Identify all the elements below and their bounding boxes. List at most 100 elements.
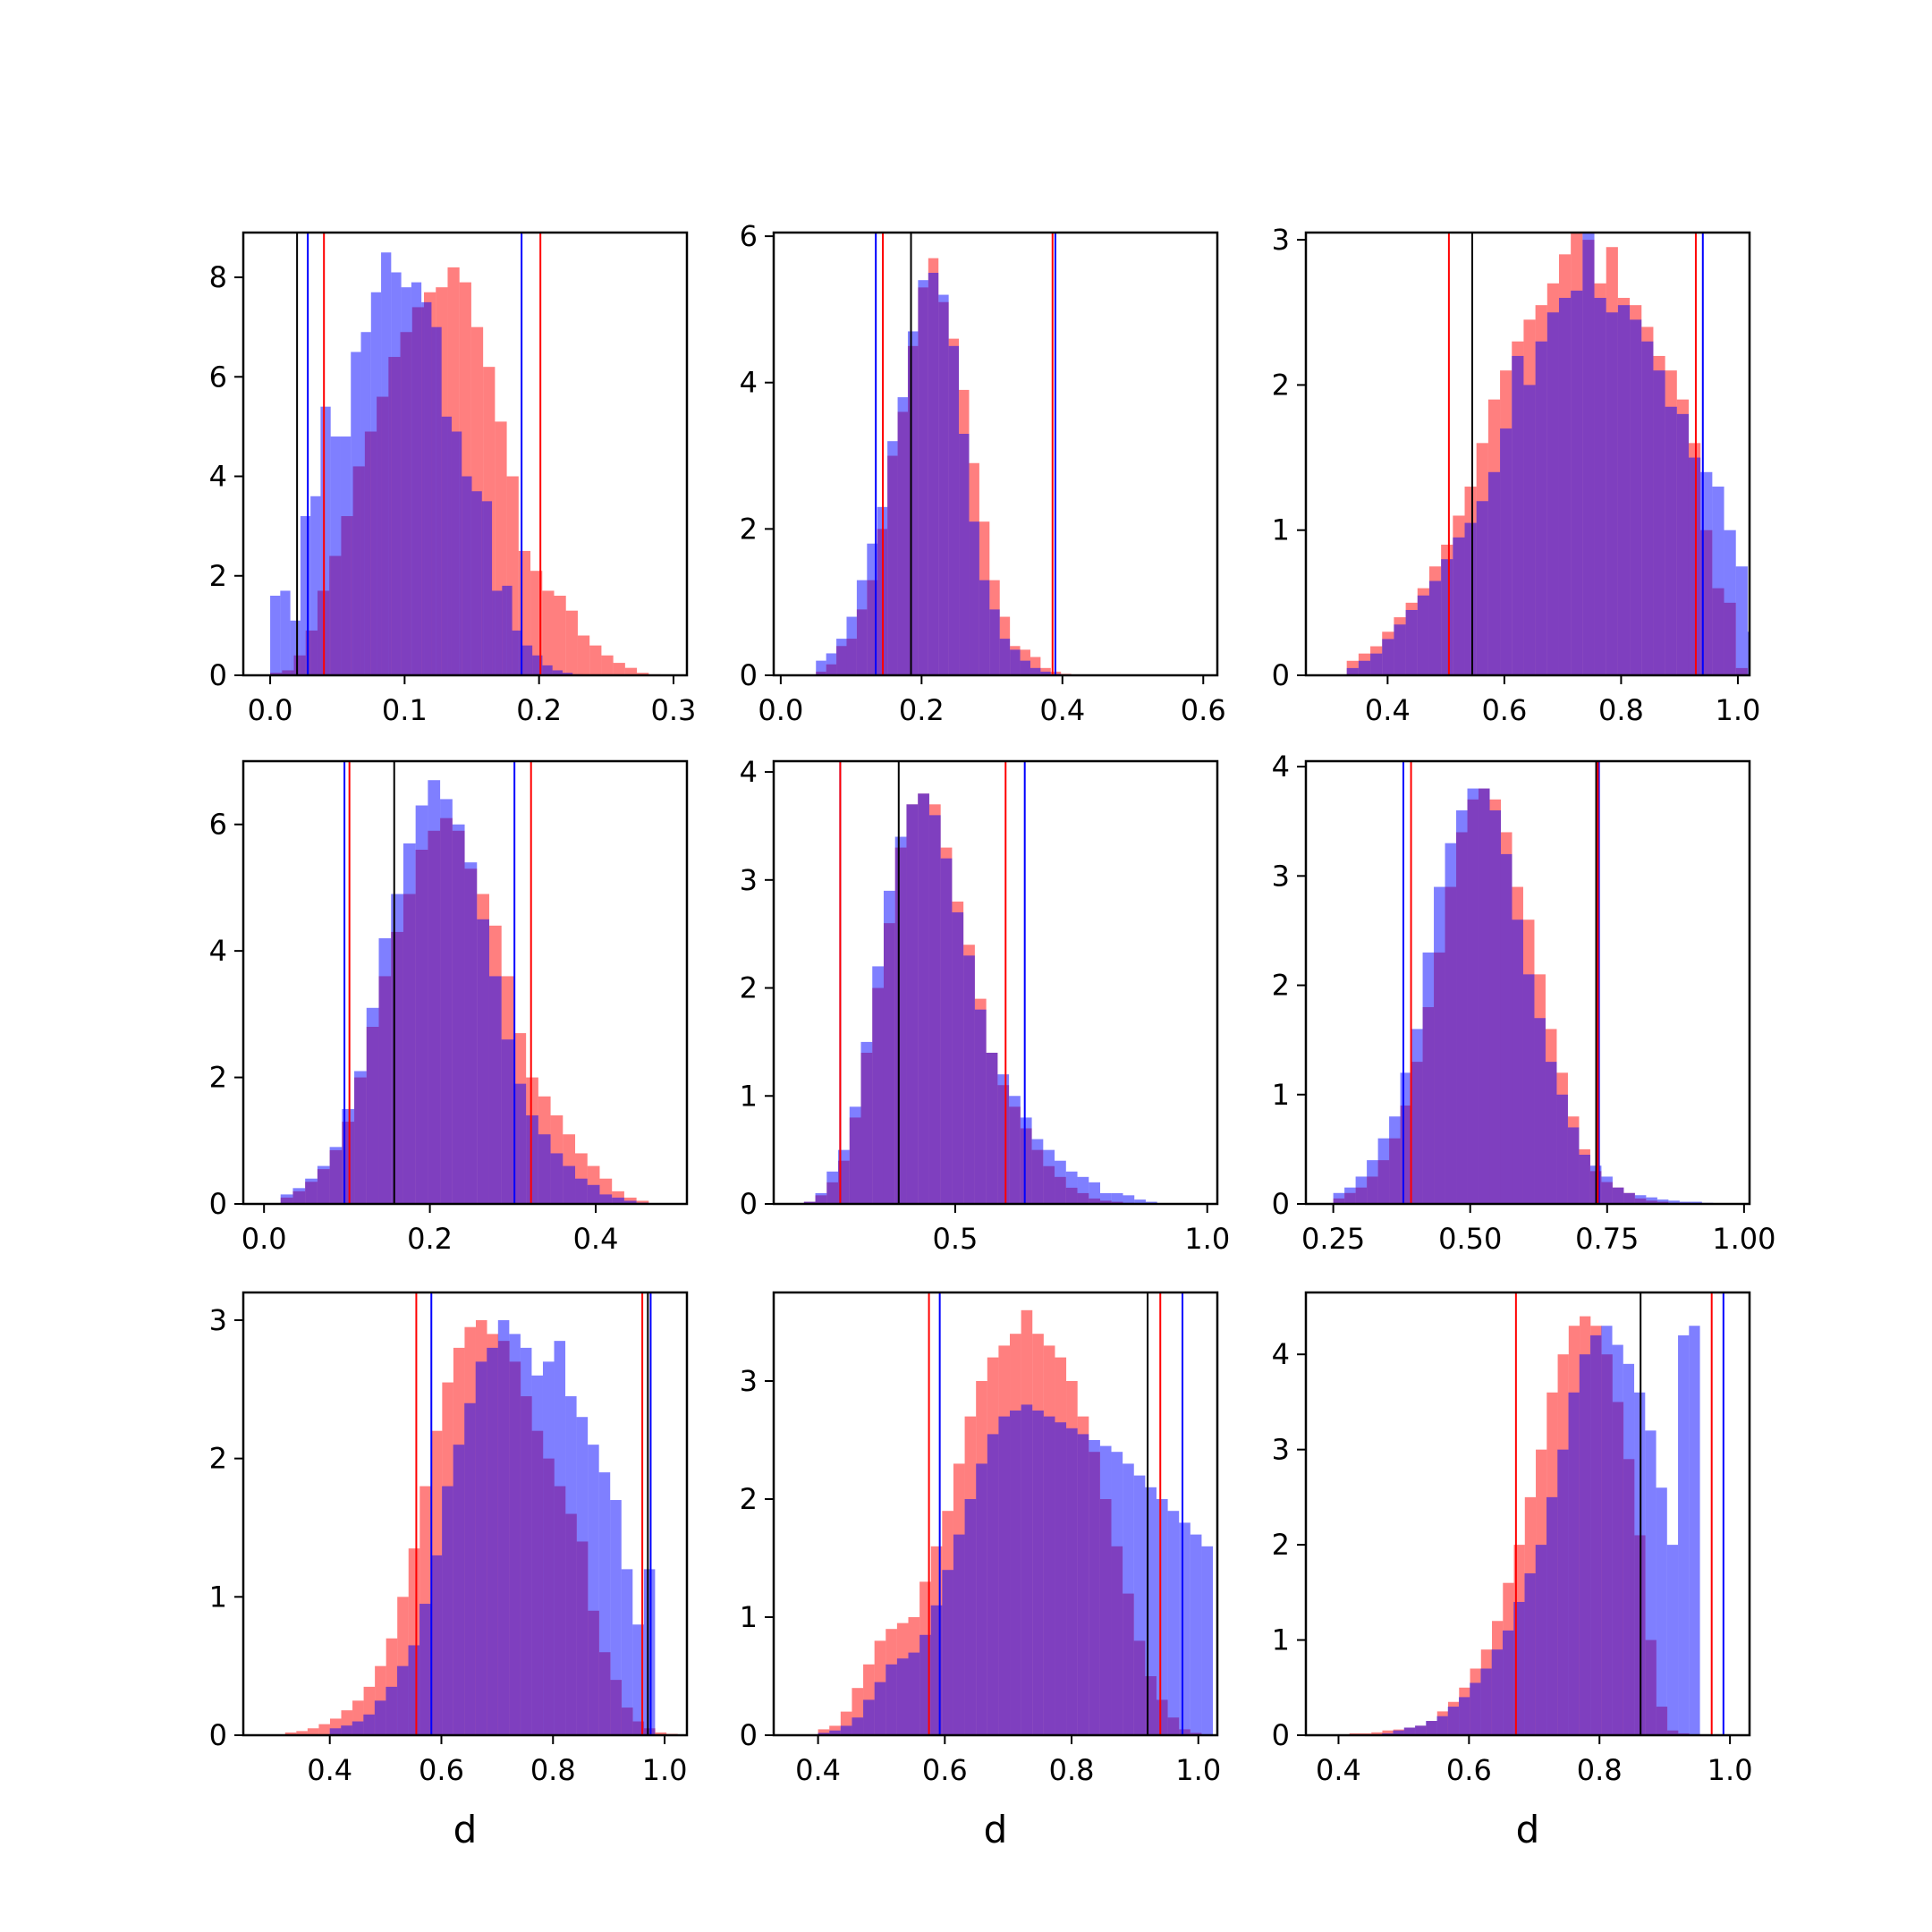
- blue-histogram-bar: [1077, 1434, 1089, 1735]
- y-tick-label: 0: [740, 1187, 758, 1221]
- blue-histogram-bar: [632, 1624, 644, 1735]
- blue-histogram-bar: [938, 294, 949, 675]
- blue-histogram-bar: [562, 673, 573, 675]
- y-tick-label: 0: [209, 1187, 227, 1221]
- x-tick-label: 0.0: [758, 693, 803, 727]
- blue-histogram-bar: [1546, 1496, 1558, 1735]
- blue-histogram-bar: [1657, 1199, 1669, 1204]
- blue-histogram-bar: [1111, 1192, 1123, 1204]
- blue-histogram-bar: [897, 397, 908, 675]
- y-tick-label: 3: [740, 863, 758, 897]
- blue-histogram-bar: [976, 1463, 987, 1735]
- blue-histogram-bar: [431, 326, 442, 675]
- blue-histogram-bar: [526, 1115, 538, 1204]
- x-tick-label: 0.6: [419, 1753, 464, 1787]
- axes-frame: [242, 1291, 689, 1737]
- x-tick-label: 0.2: [516, 693, 562, 727]
- blue-histogram-bar: [1502, 1630, 1514, 1735]
- blue-histogram-bar: [883, 890, 895, 1204]
- subplot-6: 0.25 0.50 0.75 1.00 0 1 2 3 4: [1272, 750, 1776, 1256]
- y-tick-label: 2: [1272, 368, 1290, 402]
- blue-histogram-bar: [979, 580, 990, 675]
- plot-area: [284, 1292, 678, 1735]
- blue-histogram-bar: [1612, 1187, 1624, 1204]
- y-tick-label: 1: [1272, 1078, 1290, 1112]
- blue-histogram-bar: [1467, 788, 1479, 1204]
- plot-area: [1338, 1292, 1724, 1735]
- plot-area: [1346, 233, 1750, 675]
- blue-histogram-bar: [1594, 298, 1606, 675]
- blue-histogram-bar: [906, 804, 919, 1204]
- blue-histogram-bar: [378, 938, 392, 1204]
- blue-histogram-bar: [501, 1039, 514, 1204]
- blue-histogram-bar: [1179, 1522, 1191, 1735]
- y-tick-label: 1: [740, 1600, 758, 1634]
- blue-histogram-bar: [1133, 1475, 1146, 1735]
- y-tick-label: 0: [1272, 1718, 1290, 1752]
- blue-histogram-bar: [411, 282, 422, 675]
- red-histogram-bar: [284, 1732, 297, 1735]
- x-tick-label: 0.75: [1575, 1222, 1639, 1256]
- y-tick-label: 1: [209, 1580, 227, 1614]
- blue-histogram-bar: [1500, 853, 1513, 1204]
- blue-histogram-bar: [998, 1416, 1011, 1735]
- blue-histogram-bar: [1333, 1192, 1345, 1204]
- blue-histogram-bar: [1545, 1062, 1557, 1204]
- blue-histogram-bar: [1405, 609, 1418, 675]
- y-tick-label: 2: [740, 512, 758, 546]
- blue-histogram-bar: [940, 858, 953, 1204]
- blue-histogram-bar: [1123, 1463, 1134, 1735]
- blue-histogram-bar: [1055, 1422, 1067, 1735]
- red-histogram-bar: [613, 663, 625, 675]
- blue-histogram-bar: [1434, 886, 1445, 1204]
- blue-histogram-bar: [1009, 1096, 1021, 1204]
- blue-histogram-bar: [565, 1396, 577, 1735]
- blue-histogram-bar: [1656, 1487, 1667, 1735]
- y-tick-label: 0: [1272, 658, 1290, 692]
- blue-histogram-bar: [329, 1147, 343, 1204]
- blue-histogram-bar: [1346, 667, 1359, 675]
- plot-area: [803, 761, 1157, 1204]
- red-histogram-bar: [1371, 1732, 1383, 1735]
- blue-histogram-bar: [512, 630, 522, 675]
- x-tick-label: 0.4: [1039, 693, 1085, 727]
- blue-histogram-bar: [1512, 919, 1523, 1204]
- blue-histogram-bar: [1534, 1018, 1546, 1204]
- blue-histogram-bar: [290, 620, 301, 675]
- red-histogram-bar: [577, 635, 590, 675]
- subplot-3: 0.4 0.6 0.8 1.0 0 1 2 3: [1272, 223, 1761, 727]
- blue-histogram-bar: [886, 1664, 897, 1735]
- blue-histogram-bar: [1066, 1428, 1078, 1735]
- blue-histogram-bar: [1479, 788, 1490, 1204]
- blue-histogram-bar: [401, 287, 411, 675]
- blue-histogram-bar: [1653, 370, 1665, 675]
- blue-histogram-bar: [1464, 522, 1477, 675]
- blue-histogram-bar: [1030, 667, 1041, 675]
- blue-histogram-bar: [1422, 952, 1435, 1204]
- blue-histogram-bar: [1393, 1730, 1404, 1735]
- blue-histogram-bar: [918, 793, 929, 1204]
- blue-histogram-bar: [1558, 298, 1572, 675]
- subplot-2: 0.0 0.2 0.4 0.6 0 2 4 6: [740, 219, 1226, 727]
- blue-histogram-bar: [1031, 1139, 1044, 1204]
- blue-histogram-bar: [1389, 1116, 1401, 1204]
- blue-histogram-bar: [391, 272, 402, 675]
- blue-histogram-bar: [1491, 1649, 1503, 1735]
- x-tick-label: 0.8: [530, 1753, 576, 1787]
- blue-histogram-bar: [1546, 312, 1559, 675]
- blue-histogram-bar: [1441, 559, 1453, 675]
- blue-histogram-bar: [1623, 1192, 1635, 1204]
- y-tick-label: 2: [740, 1482, 758, 1516]
- blue-histogram-bar: [374, 1700, 386, 1735]
- blue-histogram-bar: [1447, 1707, 1459, 1735]
- red-histogram-bar: [637, 673, 649, 675]
- blue-histogram-bar: [471, 491, 482, 675]
- blue-histogram-bar: [849, 1106, 861, 1204]
- y-tick-label: 3: [740, 1364, 758, 1398]
- blue-histogram-bar: [1055, 1160, 1066, 1204]
- blue-histogram-bar: [386, 1686, 397, 1735]
- blue-histogram-bar: [1676, 413, 1689, 675]
- y-tick-label: 0: [1272, 1187, 1290, 1221]
- x-tick-label: 0.6: [922, 1753, 968, 1787]
